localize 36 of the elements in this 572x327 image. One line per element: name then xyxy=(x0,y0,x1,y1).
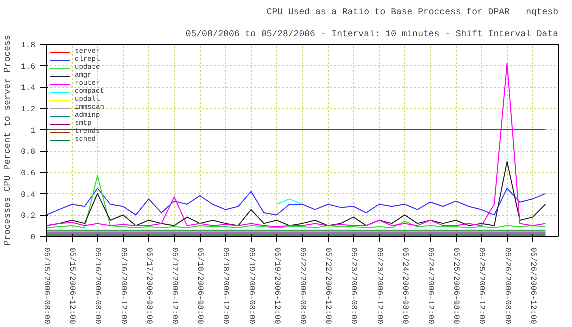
y-tick-label: 1.4 xyxy=(21,84,36,94)
x-tick-label: 05/17/2006-08:00 xyxy=(144,248,154,325)
x-tick-label: 05/16/2006-12:00 xyxy=(118,248,128,325)
x-tick-label: 05/24/2006-08:00 xyxy=(400,248,410,325)
y-tick-label: 0 xyxy=(30,234,36,242)
x-tick-label: 05/19/2006-12:00 xyxy=(272,248,282,325)
x-tick-label: 05/18/2006-12:00 xyxy=(221,248,230,325)
y-tick-label: 1.2 xyxy=(21,106,36,114)
y-tick-label: 0.8 xyxy=(21,148,36,158)
x-tick-label: 05/16/2006-08:00 xyxy=(93,248,102,325)
chart-title: CPU Used as a Ratio to Base Proccess for DPAR _ nqtesb xyxy=(266,8,559,18)
x-tick-label: 05/22/2006-08:00 xyxy=(298,248,307,325)
x-tick-label: 05/26/2006-12:00 xyxy=(528,248,538,325)
x-tick-label: 05/23/2006-12:00 xyxy=(374,248,384,325)
y-tick-label: 1.6 xyxy=(21,62,36,72)
x-tick-label: 05/25/2006-08:00 xyxy=(452,248,461,325)
x-tick-label: 05/18/2006-08:00 xyxy=(196,248,205,325)
x-tick-label: 05/23/2006-08:00 xyxy=(349,248,358,325)
x-tick-label: 05/26/2006-08:00 xyxy=(502,248,512,325)
y-tick-label: 0.4 xyxy=(21,190,36,200)
y-tick-label: 1 xyxy=(30,126,36,136)
y-tick-label: 0.6 xyxy=(21,170,36,178)
chart-subtitle: 05/08/2006 to 05/28/2006 - Interval: 10 minutes - Shift Interval Data xyxy=(186,30,560,40)
y-tick-label: 1.8 xyxy=(21,42,36,50)
x-tick-label: 05/15/2006-08:00 xyxy=(42,248,51,325)
y-tick-label: 0.2 xyxy=(21,212,36,222)
x-tick-label: 05/22/2006-12:00 xyxy=(324,248,333,325)
x-tick-label: 05/17/2006-12:00 xyxy=(170,248,179,325)
line-series xyxy=(46,188,546,216)
x-tick-label: 05/24/2006-12:00 xyxy=(426,248,435,325)
line-series xyxy=(46,175,546,228)
x-tick-label: 05/19/2006-08:00 xyxy=(246,248,256,325)
x-tick-label: 05/25/2006-12:00 xyxy=(477,248,486,325)
line-series xyxy=(46,63,546,228)
x-tick-label: 05/15/2006-12:00 xyxy=(68,248,77,325)
y-axis-title: Processes CPU Percent to server Process xyxy=(3,35,14,246)
